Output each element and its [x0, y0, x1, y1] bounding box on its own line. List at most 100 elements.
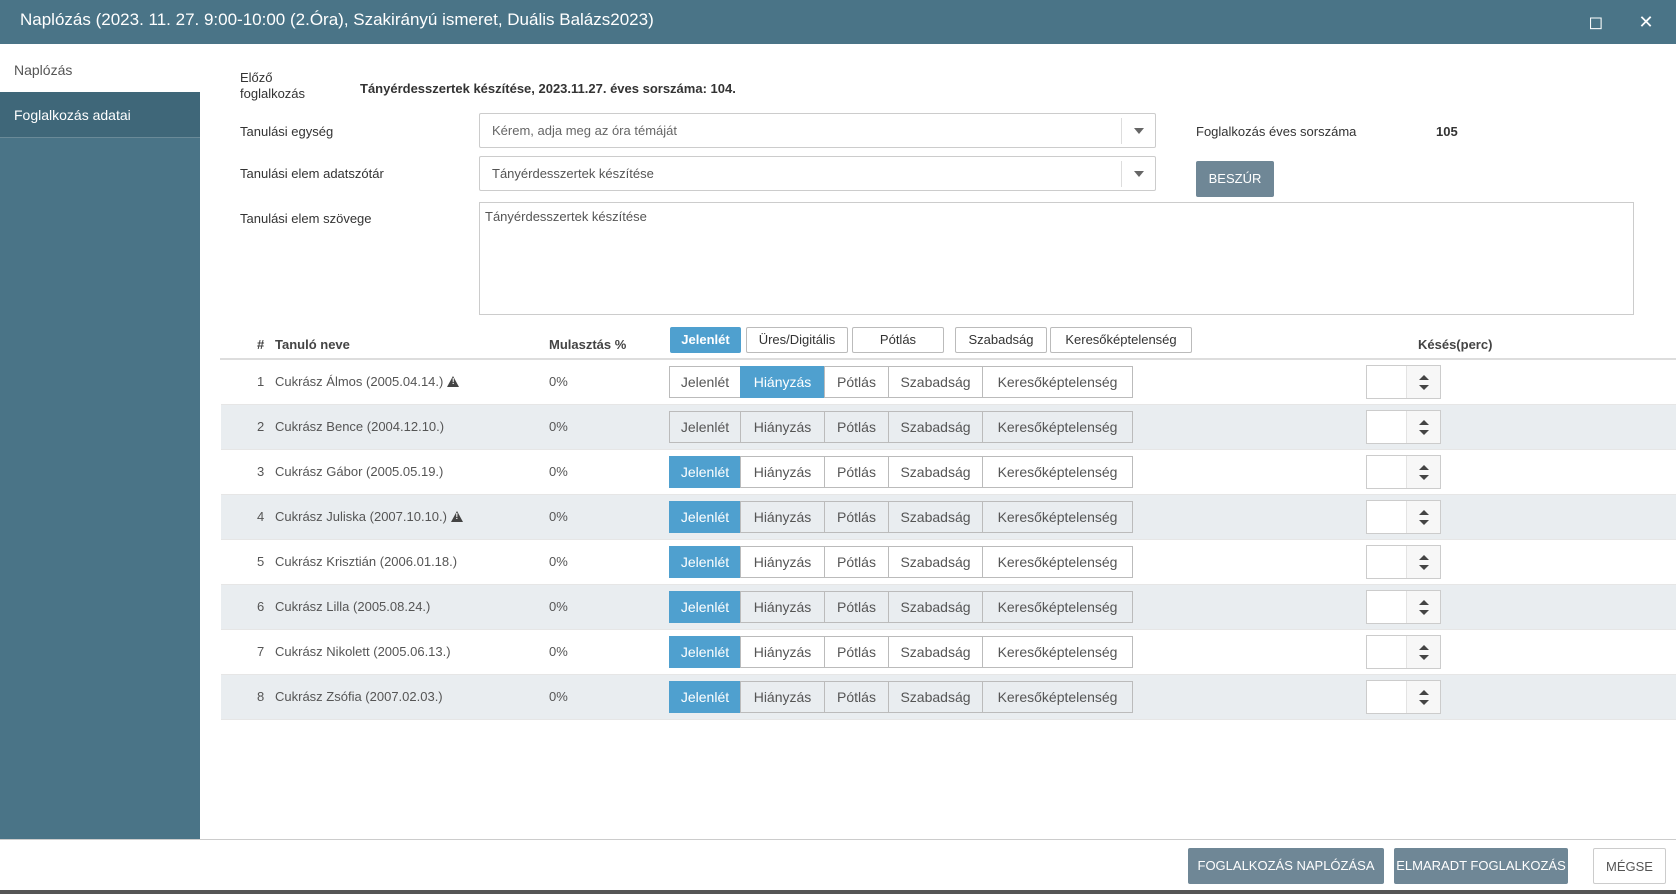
status-keresokeptelenseg-button[interactable]: Keresőképtelenség [982, 411, 1133, 443]
status-hianyzas-button[interactable]: Hiányzás [740, 366, 825, 398]
late-minutes-input[interactable] [1367, 411, 1407, 443]
status-hianyzas-button[interactable]: Hiányzás [740, 636, 825, 668]
status-szabadsag-button[interactable]: Szabadság [888, 411, 983, 443]
unit-select[interactable]: Kérem, adja meg az óra témáját [479, 113, 1156, 148]
dict-select[interactable]: Tányérdesszertek készítése [479, 156, 1156, 191]
stepper-arrows[interactable] [1406, 366, 1440, 398]
status-potlas-button[interactable]: Pótlás [824, 546, 889, 578]
sidebar-item-foglalkozas-adatai[interactable]: Foglalkozás adatai [0, 92, 200, 138]
status-jelenlet-button[interactable]: Jelenlét [669, 636, 741, 668]
stepper-arrows[interactable] [1406, 636, 1440, 668]
status-potlas-button[interactable]: Pótlás [824, 501, 889, 533]
chevron-down-icon[interactable] [1419, 610, 1429, 615]
status-jelenlet-button[interactable]: Jelenlét [669, 546, 741, 578]
late-minutes-stepper[interactable] [1366, 635, 1441, 669]
status-szabadsag-button[interactable]: Szabadság [888, 456, 983, 488]
chevron-down-icon[interactable] [1121, 161, 1155, 187]
chevron-up-icon[interactable] [1419, 690, 1429, 695]
late-minutes-stepper[interactable] [1366, 590, 1441, 624]
stepper-arrows[interactable] [1406, 546, 1440, 578]
chevron-down-icon[interactable] [1419, 475, 1429, 480]
chevron-down-icon[interactable] [1419, 385, 1429, 390]
status-potlas-button[interactable]: Pótlás [824, 636, 889, 668]
chevron-up-icon[interactable] [1419, 645, 1429, 650]
maximize-icon[interactable]: ◻ [1588, 12, 1604, 32]
status-hianyzas-button[interactable]: Hiányzás [740, 591, 825, 623]
status-hianyzas-button[interactable]: Hiányzás [740, 456, 825, 488]
text-area[interactable]: Tányérdesszertek készítése [479, 202, 1634, 315]
status-szabadsag-button[interactable]: Szabadság [888, 681, 983, 713]
chevron-down-icon[interactable] [1419, 700, 1429, 705]
late-minutes-input[interactable] [1367, 546, 1407, 578]
sidebar-item-naplozas[interactable]: Naplózás [0, 44, 200, 92]
status-jelenlet-button[interactable]: Jelenlét [669, 366, 741, 398]
late-minutes-input[interactable] [1367, 456, 1407, 488]
chevron-down-icon[interactable] [1121, 118, 1155, 144]
chevron-up-icon[interactable] [1419, 375, 1429, 380]
status-keresokeptelenseg-button[interactable]: Keresőképtelenség [982, 681, 1133, 713]
stepper-arrows[interactable] [1406, 411, 1440, 443]
late-minutes-stepper[interactable] [1366, 680, 1441, 714]
status-szabadsag-button[interactable]: Szabadság [888, 636, 983, 668]
bulk-keresokeptelenseg-toggle[interactable]: Keresőképtelenség [1050, 327, 1192, 353]
chevron-down-icon[interactable] [1419, 655, 1429, 660]
bulk-potlas-toggle[interactable]: Pótlás [852, 327, 944, 353]
bulk-ures-digitalis-toggle[interactable]: Üres/Digitális [746, 327, 848, 353]
status-szabadsag-button[interactable]: Szabadság [888, 501, 983, 533]
late-minutes-stepper[interactable] [1366, 365, 1441, 399]
status-jelenlet-button[interactable]: Jelenlét [669, 456, 741, 488]
insert-button[interactable]: BESZÚR [1196, 161, 1274, 197]
late-minutes-input[interactable] [1367, 591, 1407, 623]
status-keresokeptelenseg-button[interactable]: Keresőképtelenség [982, 501, 1133, 533]
chevron-down-icon[interactable] [1419, 565, 1429, 570]
status-jelenlet-button[interactable]: Jelenlét [669, 501, 741, 533]
late-minutes-input[interactable] [1367, 636, 1407, 668]
late-minutes-stepper[interactable] [1366, 455, 1441, 489]
late-minutes-input[interactable] [1367, 681, 1407, 713]
late-minutes-input[interactable] [1367, 366, 1407, 398]
status-keresokeptelenseg-button[interactable]: Keresőképtelenség [982, 366, 1133, 398]
status-keresokeptelenseg-button[interactable]: Keresőképtelenség [982, 456, 1133, 488]
status-szabadsag-button[interactable]: Szabadság [888, 546, 983, 578]
stepper-arrows[interactable] [1406, 591, 1440, 623]
chevron-up-icon[interactable] [1419, 555, 1429, 560]
bulk-jelenlet-toggle[interactable]: Jelenlét [670, 327, 741, 353]
status-jelenlet-button[interactable]: Jelenlét [669, 411, 741, 443]
chevron-down-icon[interactable] [1419, 520, 1429, 525]
status-hianyzas-button[interactable]: Hiányzás [740, 501, 825, 533]
stepper-arrows[interactable] [1406, 501, 1440, 533]
cancel-button[interactable]: MÉGSE [1593, 848, 1666, 884]
status-jelenlet-button[interactable]: Jelenlét [669, 681, 741, 713]
chevron-down-icon[interactable] [1419, 430, 1429, 435]
late-minutes-stepper[interactable] [1366, 545, 1441, 579]
status-jelenlet-button[interactable]: Jelenlét [669, 591, 741, 623]
status-keresokeptelenseg-button[interactable]: Keresőképtelenség [982, 591, 1133, 623]
warning-icon[interactable] [447, 376, 460, 387]
late-minutes-stepper[interactable] [1366, 500, 1441, 534]
stepper-arrows[interactable] [1406, 681, 1440, 713]
stepper-arrows[interactable] [1406, 456, 1440, 488]
status-keresokeptelenseg-button[interactable]: Keresőképtelenség [982, 636, 1133, 668]
status-szabadsag-button[interactable]: Szabadság [888, 366, 983, 398]
status-hianyzas-button[interactable]: Hiányzás [740, 411, 825, 443]
status-szabadsag-button[interactable]: Szabadság [888, 591, 983, 623]
status-keresokeptelenseg-button[interactable]: Keresőképtelenség [982, 546, 1133, 578]
status-potlas-button[interactable]: Pótlás [824, 591, 889, 623]
log-session-button[interactable]: FOGLALKOZÁS NAPLÓZÁSA [1188, 848, 1384, 884]
status-hianyzas-button[interactable]: Hiányzás [740, 546, 825, 578]
status-potlas-button[interactable]: Pótlás [824, 411, 889, 443]
late-minutes-input[interactable] [1367, 501, 1407, 533]
chevron-up-icon[interactable] [1419, 510, 1429, 515]
close-icon[interactable]: ✕ [1638, 12, 1654, 32]
status-potlas-button[interactable]: Pótlás [824, 681, 889, 713]
chevron-up-icon[interactable] [1419, 465, 1429, 470]
warning-icon[interactable] [450, 511, 463, 522]
late-minutes-stepper[interactable] [1366, 410, 1441, 444]
missed-session-button[interactable]: ELMARADT FOGLALKOZÁS [1394, 848, 1568, 884]
status-potlas-button[interactable]: Pótlás [824, 366, 889, 398]
chevron-up-icon[interactable] [1419, 600, 1429, 605]
status-hianyzas-button[interactable]: Hiányzás [740, 681, 825, 713]
status-potlas-button[interactable]: Pótlás [824, 456, 889, 488]
bulk-szabadsag-toggle[interactable]: Szabadság [955, 327, 1047, 353]
chevron-up-icon[interactable] [1419, 420, 1429, 425]
